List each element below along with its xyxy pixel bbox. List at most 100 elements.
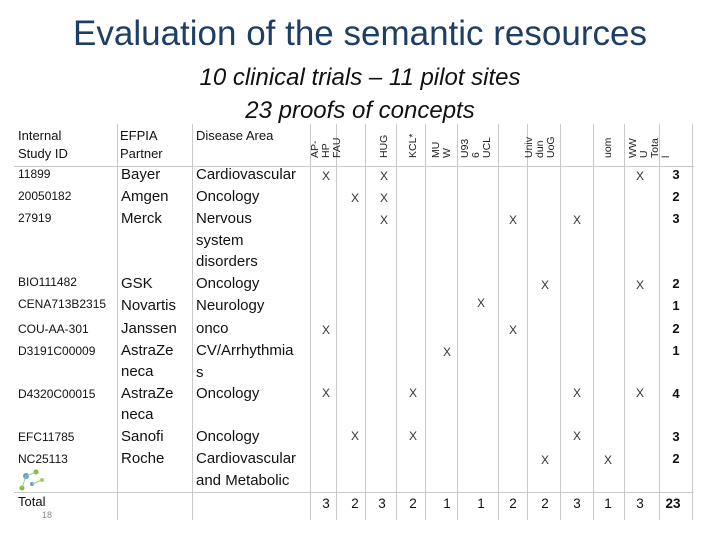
disease-area: Nervous bbox=[196, 210, 252, 227]
site-header: Univ bbox=[522, 136, 535, 158]
row-total: 2 bbox=[672, 320, 680, 336]
disease-area: Cardiovascular bbox=[196, 450, 297, 467]
grid-line bbox=[498, 124, 499, 520]
header-study-id: Study ID bbox=[18, 146, 68, 161]
x-mark: X bbox=[321, 169, 330, 183]
x-mark: X bbox=[635, 278, 644, 292]
column-total: 2 bbox=[541, 496, 549, 511]
disease-area: disorders bbox=[196, 253, 258, 270]
row-total: 4 bbox=[672, 385, 680, 401]
column-total: 3 bbox=[378, 496, 386, 511]
x-mark: X bbox=[635, 386, 644, 400]
grid-line bbox=[593, 124, 594, 520]
grid-line bbox=[336, 124, 337, 520]
partner-name: Novartis bbox=[121, 296, 177, 314]
disease-area: Oncology bbox=[196, 275, 260, 292]
slide-title: Evaluation of the semantic resources bbox=[73, 14, 647, 53]
site-header: l bbox=[660, 155, 672, 158]
x-mark: X bbox=[508, 213, 517, 227]
site-header: KCL* bbox=[406, 133, 419, 158]
grid-line bbox=[14, 492, 694, 493]
logo-fragment-icon bbox=[19, 469, 44, 491]
partner-name: Bayer bbox=[121, 165, 161, 183]
x-mark: X bbox=[379, 213, 388, 227]
page-number: 18 bbox=[42, 510, 53, 520]
subtitle-poc: 23 proofs of concepts bbox=[245, 97, 475, 124]
partner-name: Janssen bbox=[121, 319, 177, 337]
grid-line bbox=[457, 124, 458, 520]
site-header: FAU bbox=[330, 137, 343, 158]
disease-area: Cardiovascular bbox=[196, 166, 297, 183]
partner-name: Amgen bbox=[121, 187, 169, 205]
row-total: 2 bbox=[672, 450, 680, 466]
site-header: dun bbox=[533, 140, 546, 158]
grid-line bbox=[659, 124, 660, 520]
x-mark: X bbox=[603, 453, 612, 467]
x-mark: X bbox=[635, 169, 644, 183]
row-total: 3 bbox=[672, 428, 680, 444]
study-id: NC25113 bbox=[18, 452, 68, 466]
study-id: COU-AA-301 bbox=[18, 322, 89, 336]
grid-line bbox=[560, 124, 561, 520]
total-label: Total bbox=[18, 494, 46, 509]
site-header: UCL bbox=[480, 136, 493, 158]
partner-name: GSK bbox=[121, 274, 153, 292]
study-id: 27919 bbox=[18, 211, 52, 225]
grid-line bbox=[396, 124, 397, 520]
column-total: 3 bbox=[636, 496, 644, 511]
site-header: AP- bbox=[308, 140, 321, 158]
x-mark: X bbox=[379, 169, 388, 183]
site-header: UoG bbox=[544, 136, 557, 158]
x-mark: X bbox=[350, 191, 359, 205]
disease-area: CV/Arrhythmia bbox=[196, 342, 294, 359]
study-id: D3191C00009 bbox=[18, 344, 96, 358]
partner-name: AstraZe bbox=[121, 341, 174, 359]
partner-name: neca bbox=[121, 406, 154, 423]
site-header: 6 bbox=[469, 152, 482, 158]
disease-area: s bbox=[196, 363, 204, 381]
x-mark: X bbox=[572, 429, 581, 443]
site-header: uom bbox=[601, 137, 614, 158]
column-total: 2 bbox=[509, 496, 517, 511]
partner-name: Roche bbox=[121, 449, 165, 467]
partner-name: Merck bbox=[121, 209, 162, 227]
study-id: 11899 bbox=[18, 167, 51, 181]
x-mark: X bbox=[572, 213, 581, 227]
x-mark: X bbox=[408, 429, 417, 443]
site-header: W bbox=[441, 148, 453, 158]
header-disease: Disease Area bbox=[196, 128, 274, 143]
x-mark: X bbox=[321, 323, 330, 337]
x-mark: X bbox=[540, 453, 549, 467]
row-total: 3 bbox=[672, 210, 680, 226]
disease-area: Oncology bbox=[196, 428, 260, 445]
row-total: 3 bbox=[672, 166, 680, 182]
subtitle-trials: 10 clinical trials – 11 pilot sites bbox=[199, 64, 521, 91]
header-study-id: Internal bbox=[18, 128, 62, 143]
study-id: D4320C00015 bbox=[18, 387, 96, 401]
study-id: CENA713B2315 bbox=[18, 297, 107, 311]
x-mark: X bbox=[508, 323, 517, 337]
column-total: 3 bbox=[322, 496, 330, 511]
disease-area: onco bbox=[196, 320, 229, 337]
disease-area: Oncology bbox=[196, 188, 260, 205]
grid-line bbox=[14, 166, 694, 167]
site-header: HP bbox=[319, 143, 332, 158]
grid-line bbox=[425, 124, 426, 520]
column-total: 3 bbox=[573, 496, 581, 511]
partner-name: Sanofi bbox=[121, 427, 164, 445]
column-total: 1 bbox=[443, 496, 451, 511]
column-total: 2 bbox=[409, 496, 417, 511]
row-total: 2 bbox=[672, 275, 680, 291]
row-total: 2 bbox=[672, 188, 680, 204]
column-total: 1 bbox=[477, 496, 485, 511]
disease-area: Neurology bbox=[196, 297, 265, 314]
grid-line bbox=[310, 124, 311, 520]
site-header: HUG bbox=[377, 134, 390, 158]
column-total: 2 bbox=[351, 496, 359, 511]
x-mark: X bbox=[442, 345, 451, 359]
study-id: EFC11785 bbox=[18, 430, 75, 444]
partner-name: neca bbox=[121, 363, 154, 380]
disease-area: Oncology bbox=[196, 385, 260, 402]
header-partner: EFPIA bbox=[120, 128, 158, 143]
partner-name: AstraZe bbox=[121, 384, 174, 402]
